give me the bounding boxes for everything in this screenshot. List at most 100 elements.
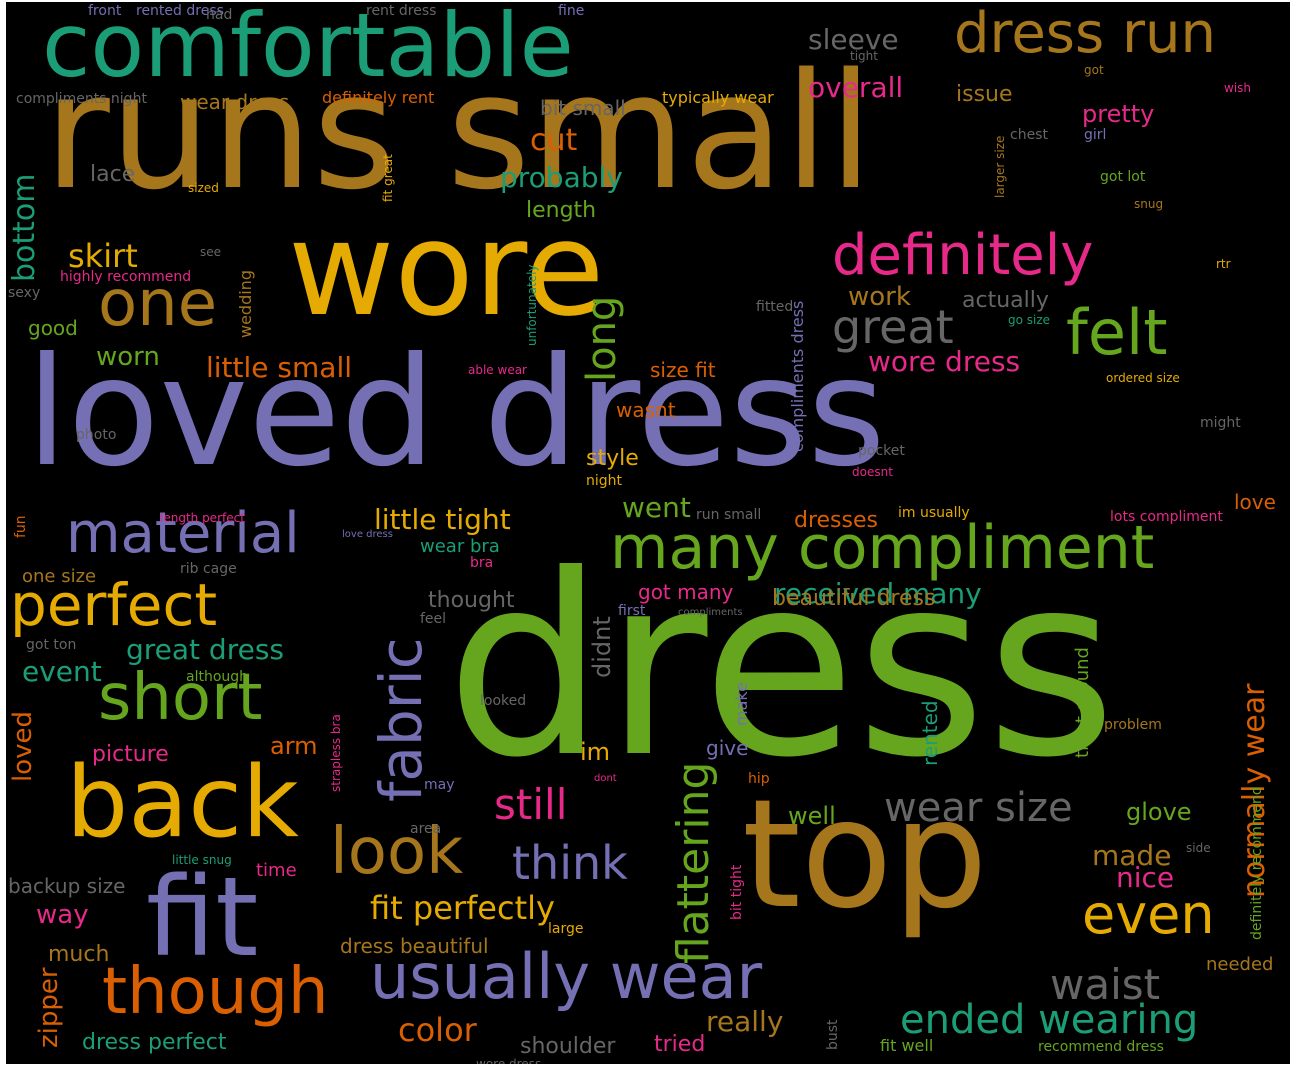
cloud-word: probably: [500, 161, 623, 194]
cloud-word: strapless bra: [329, 714, 343, 792]
cloud-word: compliments dress: [788, 300, 807, 452]
cloud-word: larger size: [993, 135, 1007, 198]
cloud-word: fine: [558, 3, 585, 19]
cloud-word: unfortunately: [525, 264, 539, 346]
cloud-word: im usually: [898, 505, 970, 521]
cloud-word: wore: [288, 193, 605, 345]
cloud-word: typically wear: [662, 88, 774, 107]
cloud-word: worn: [96, 342, 160, 372]
cloud-word: got lot: [1100, 169, 1146, 185]
cloud-word: tight: [850, 49, 878, 63]
cloud-word: bust: [825, 1019, 841, 1050]
cloud-word: able wear: [468, 363, 527, 377]
word-cloud: dress runs small loved dress wore comfortabl…: [6, 2, 1290, 1064]
cloud-word: length: [526, 198, 597, 223]
cloud-word: front: [88, 3, 122, 19]
cloud-word: first: [618, 603, 646, 619]
cloud-word: needed: [1206, 954, 1274, 975]
cloud-word: comfortable: [42, 2, 574, 97]
cloud-word: usually wear: [370, 940, 763, 1013]
cloud-word: nice: [1116, 861, 1175, 894]
cloud-word: tried: [654, 1032, 706, 1057]
cloud-word: got: [1084, 63, 1104, 77]
cloud-word: cut: [530, 123, 578, 158]
cloud-word: bit small: [540, 96, 626, 120]
cloud-word: photo: [76, 427, 117, 443]
cloud-word: color: [398, 1011, 477, 1049]
cloud-word: highly recommend: [60, 269, 192, 285]
cloud-word: im: [580, 738, 611, 766]
cloud-word: back: [66, 746, 299, 860]
cloud-word: rib cage: [180, 561, 237, 577]
cloud-word: dress run: [954, 2, 1216, 66]
cloud-word: dress perfect: [82, 1030, 227, 1055]
cloud-word: top: [742, 768, 988, 942]
cloud-word: waist: [1050, 960, 1161, 1009]
cloud-word: thought: [428, 588, 515, 613]
cloud-word: fit: [146, 853, 259, 981]
cloud-word: beautiful dress: [772, 586, 936, 611]
cloud-word: feel: [420, 611, 447, 627]
cloud-word: good: [28, 316, 78, 340]
cloud-word: skirt: [68, 237, 138, 275]
cloud-word: see: [200, 245, 222, 259]
cloud-word: arm: [270, 732, 318, 760]
cloud-word: wear bra: [420, 536, 500, 557]
cloud-word: glove: [1126, 798, 1192, 826]
cloud-word: got ton: [26, 637, 77, 653]
cloud-word: wear size: [884, 785, 1073, 831]
cloud-word: dress: [446, 521, 1117, 812]
cloud-word: recommend dress: [1038, 1039, 1164, 1055]
cloud-word: compliments night: [16, 91, 147, 107]
cloud-word: one: [98, 267, 218, 341]
cloud-word: definitely recommend: [1249, 786, 1265, 940]
cloud-word: wasnt: [616, 398, 676, 422]
cloud-word: think: [512, 836, 628, 890]
cloud-word: style: [586, 446, 639, 471]
cloud-word: flattering: [668, 761, 719, 964]
cloud-word: definitely rent: [322, 88, 435, 107]
cloud-word: love dress: [342, 529, 393, 540]
cloud-word: didnt: [588, 616, 616, 678]
cloud-word: way: [36, 900, 89, 930]
cloud-word: little snug: [172, 853, 232, 867]
cloud-word: shoulder: [520, 1034, 616, 1059]
cloud-word: little tight: [374, 503, 511, 536]
cloud-word: dont: [594, 773, 617, 784]
cloud-word: rented: [918, 700, 942, 766]
cloud-word: issue: [956, 82, 1013, 107]
cloud-word: much: [48, 942, 110, 967]
cloud-word: work: [848, 282, 911, 312]
cloud-word: overall: [808, 71, 904, 104]
cloud-word: long: [579, 295, 625, 382]
cloud-word: size fit: [650, 358, 716, 382]
cloud-word: sexy: [8, 285, 41, 301]
cloud-word: large: [548, 921, 584, 937]
cloud-word: girl: [1084, 127, 1107, 143]
cloud-word: night: [586, 473, 623, 489]
cloud-word: tight around: [1072, 647, 1093, 758]
cloud-word: runs small: [44, 38, 873, 225]
cloud-word: fabric: [367, 637, 435, 802]
cloud-word: wish: [1224, 81, 1252, 95]
cloud-word: pocket: [858, 443, 905, 459]
cloud-word: loved dress: [26, 326, 886, 500]
cloud-word: great: [832, 300, 954, 354]
cloud-word: dresses: [794, 508, 878, 533]
cloud-word: wear dress: [180, 90, 290, 114]
cloud-word: rent dress: [366, 3, 437, 19]
cloud-word: rented dress: [136, 3, 224, 19]
cloud-word: even: [1082, 883, 1215, 946]
cloud-word: ordered size: [1106, 371, 1180, 385]
cloud-word: zipper: [34, 967, 64, 1048]
cloud-word: dress beautiful: [340, 934, 489, 958]
cloud-word: well: [788, 802, 836, 830]
cloud-word: snug: [1134, 197, 1164, 211]
cloud-word: fit well: [880, 1036, 934, 1055]
cloud-word: short: [98, 661, 263, 735]
cloud-word: really: [706, 1005, 784, 1038]
cloud-word: doesnt: [852, 465, 893, 479]
cloud-word: little small: [206, 351, 353, 384]
cloud-word: length perfect: [160, 511, 245, 525]
cloud-word: bit tight: [729, 864, 745, 920]
